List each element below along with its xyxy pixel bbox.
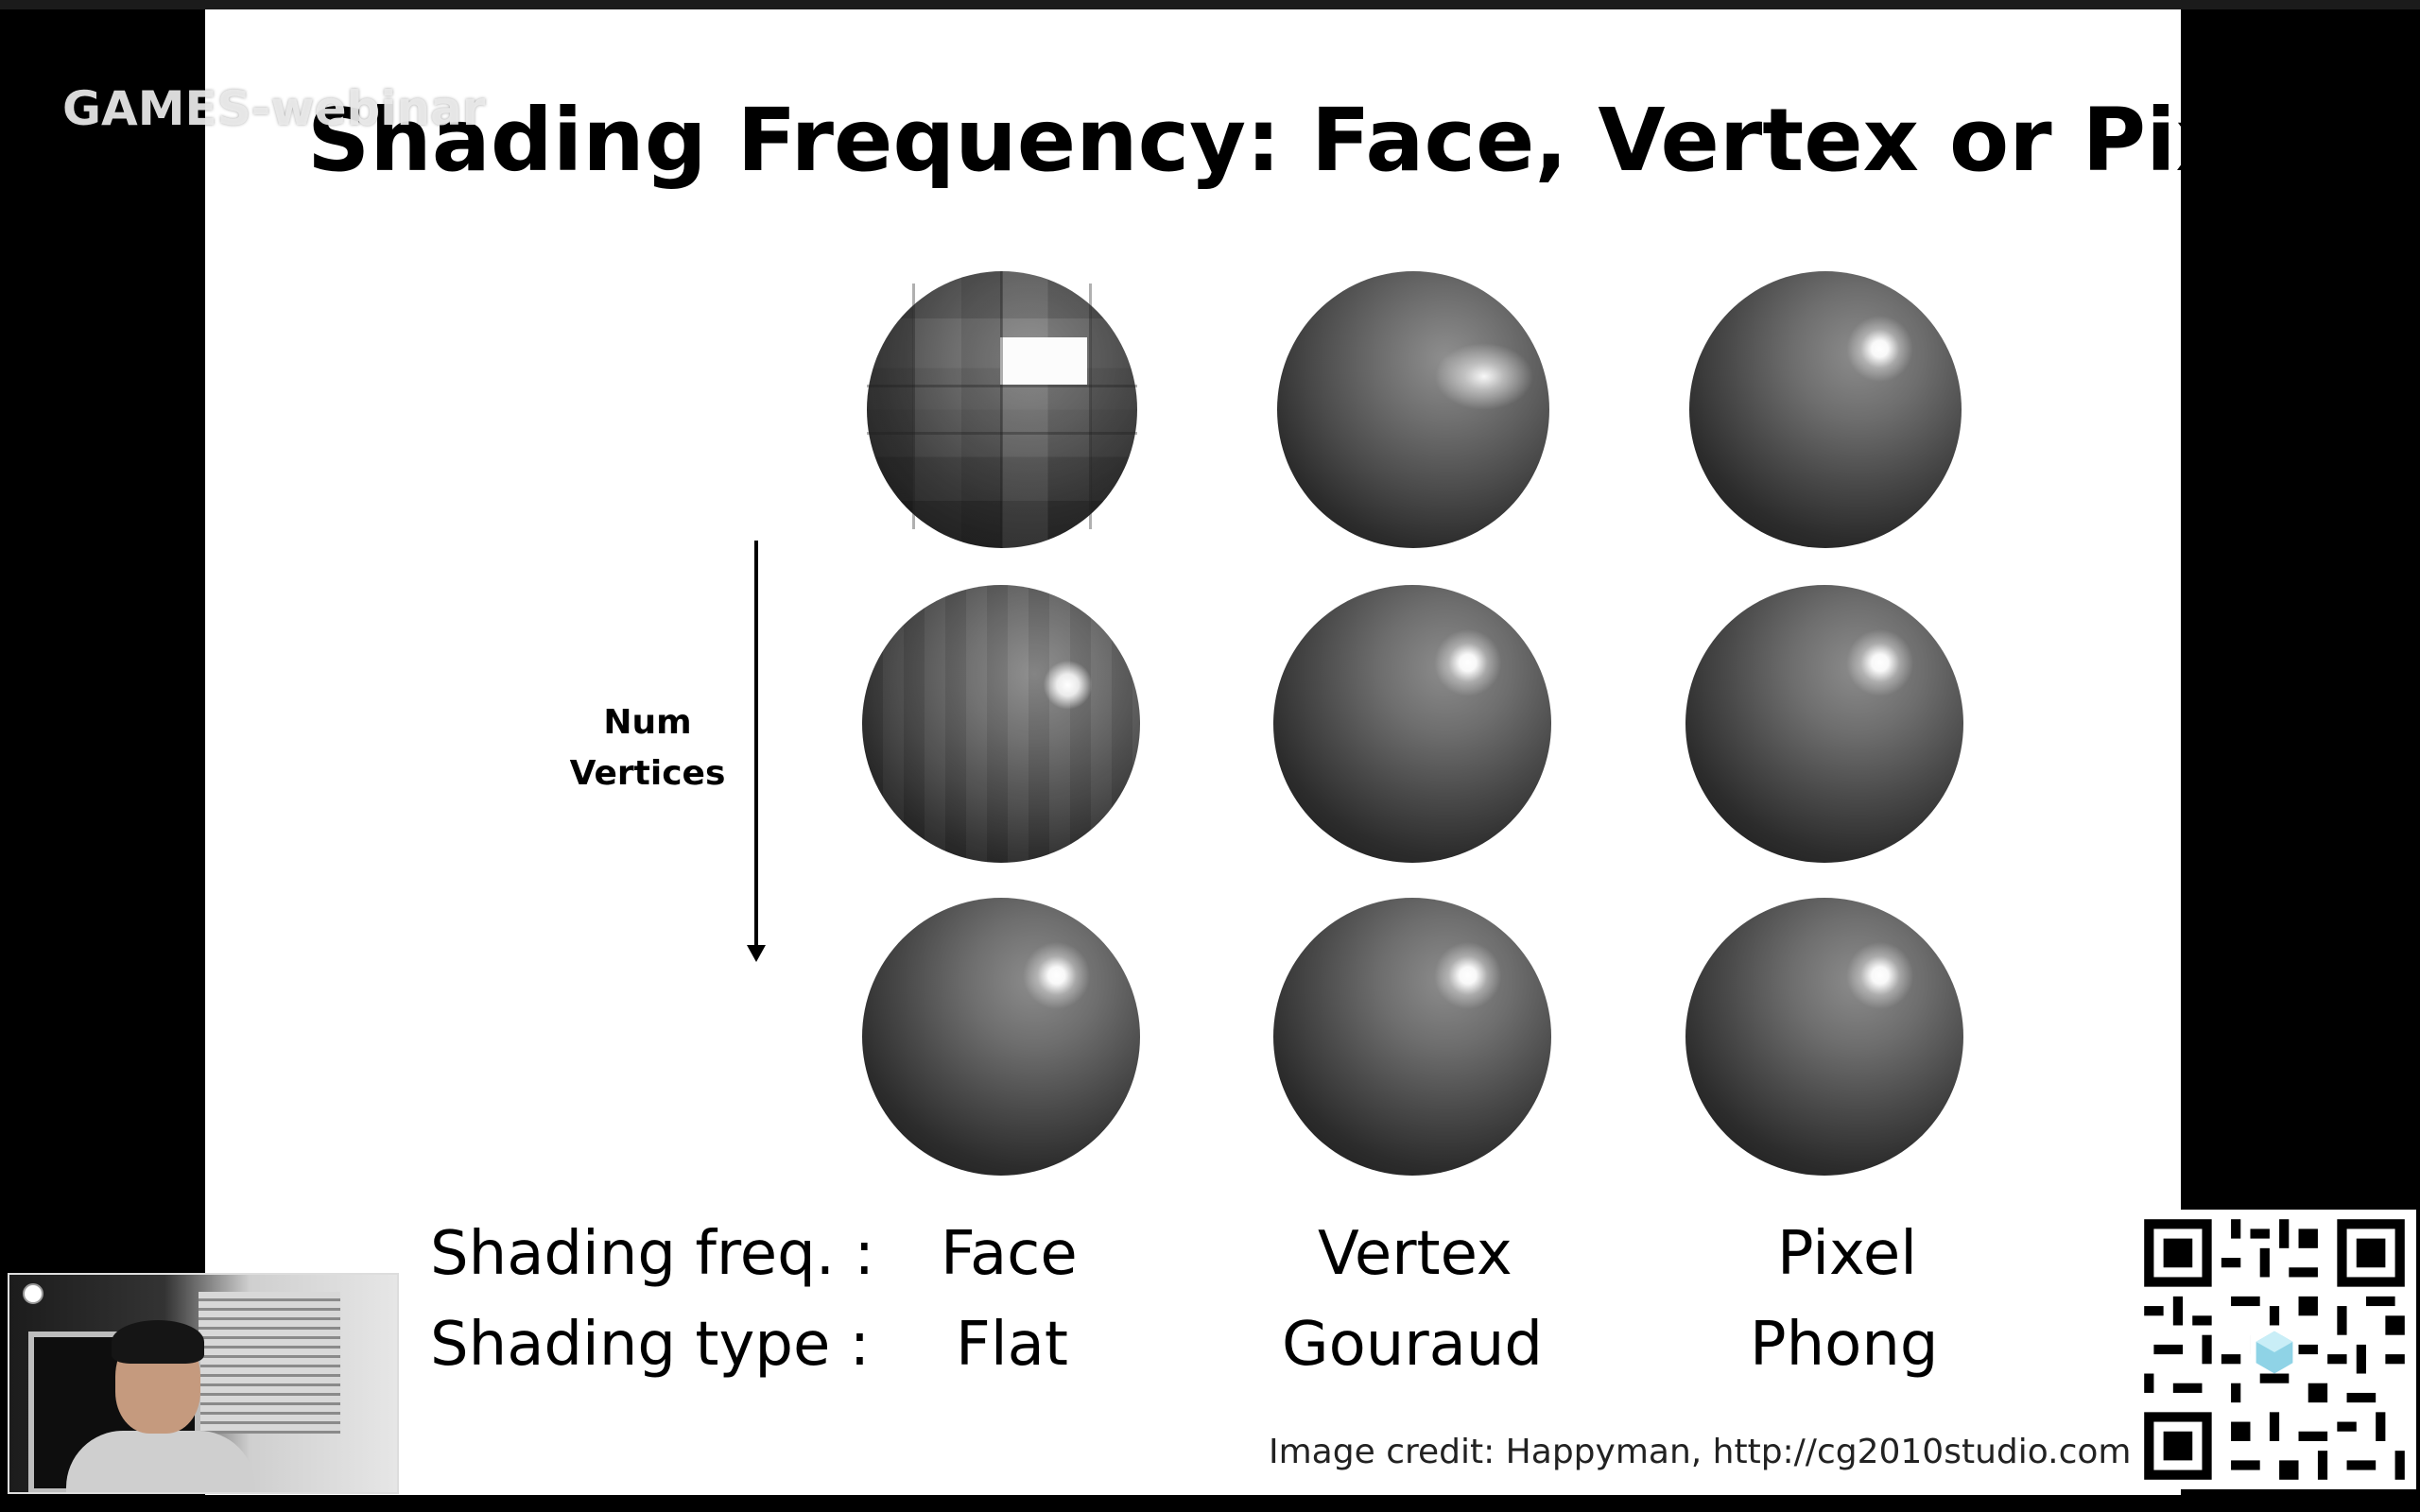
axis-label: Num Vertices [558, 697, 737, 799]
webcam-blinds [199, 1292, 340, 1434]
shading-freq-label: Shading freq. : [430, 1219, 875, 1289]
sphere-vertex-mid [1273, 585, 1551, 863]
webcam-indicator [23, 1283, 43, 1304]
facet-line [867, 385, 1137, 387]
facet-line [1000, 271, 1003, 548]
sphere-pixel-low [1689, 271, 1962, 548]
sphere-face-high [862, 898, 1140, 1176]
presenter-body [66, 1431, 255, 1492]
sphere-pixel-mid [1685, 585, 1963, 863]
type-phong: Phong [1750, 1310, 1939, 1380]
slide-title: Shading Frequency: Face, Vertex or Pixel [307, 90, 2181, 191]
facet-line [1089, 284, 1092, 529]
arrow-head [747, 945, 766, 962]
freq-vertex: Vertex [1318, 1219, 1512, 1289]
sphere-vertex-high [1273, 898, 1551, 1176]
presenter-webcam [8, 1273, 399, 1494]
facet-highlight [1000, 337, 1087, 385]
type-flat: Flat [956, 1310, 1068, 1380]
sphere-face-mid [862, 585, 1140, 863]
presentation-slide: Shading Frequency: Face, Vertex or Pixel [205, 9, 2181, 1495]
freq-pixel: Pixel [1777, 1219, 1918, 1289]
axis-label-line2: Vertices [569, 754, 726, 793]
axis-label-line1: Num [603, 703, 692, 742]
type-gouraud: Gouraud [1282, 1310, 1544, 1380]
facet-line [912, 284, 915, 529]
facet-line [867, 432, 1137, 435]
qr-code-icon [2133, 1210, 2416, 1489]
freq-face: Face [941, 1219, 1078, 1289]
sphere-pixel-high [1685, 898, 1963, 1176]
sphere-face-low [867, 271, 1137, 548]
watermark-logo: GAMES-webinar [62, 81, 486, 136]
top-bar [0, 0, 2420, 9]
shading-type-label: Shading type : [430, 1310, 871, 1380]
down-arrow-icon [754, 541, 758, 947]
image-credit: Image credit: Happyman, http://cg2010stu… [1269, 1433, 2132, 1471]
presenter-hair [112, 1320, 204, 1364]
sphere-vertex-low [1277, 271, 1549, 548]
